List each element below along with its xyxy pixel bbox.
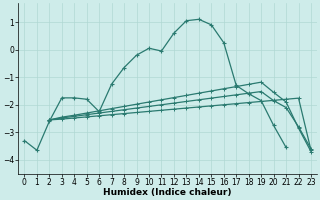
X-axis label: Humidex (Indice chaleur): Humidex (Indice chaleur) <box>103 188 232 197</box>
